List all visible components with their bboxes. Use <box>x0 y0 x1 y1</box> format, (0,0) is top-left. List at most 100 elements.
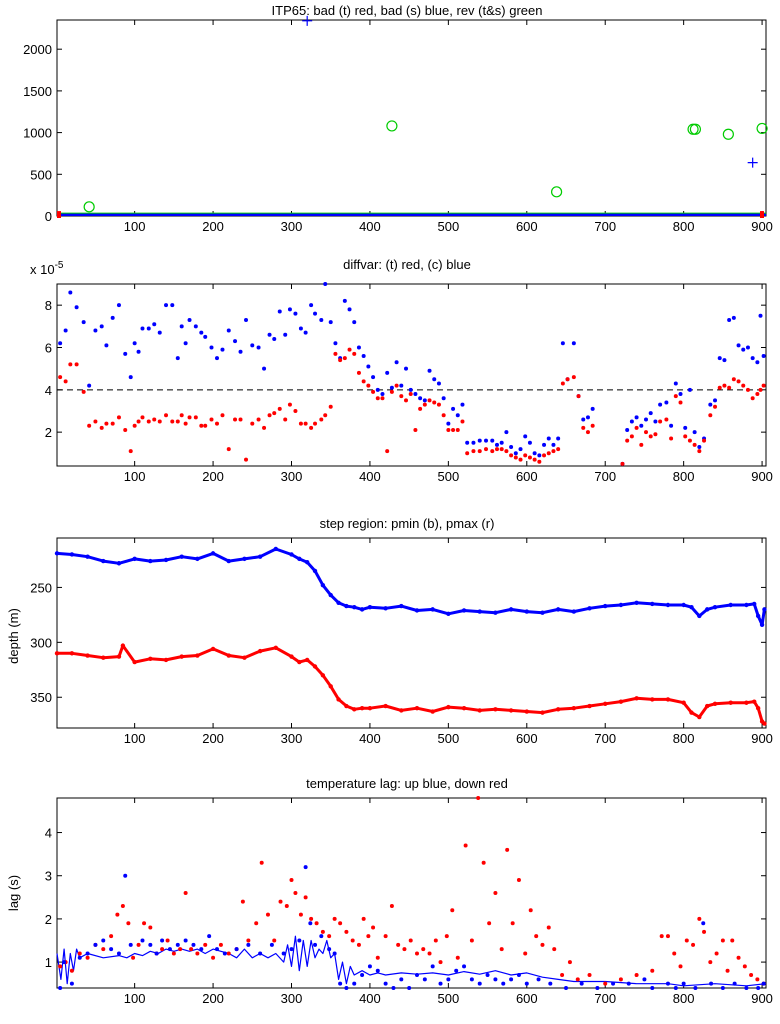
series-point-pmax <box>101 655 106 660</box>
x-tick-label: 800 <box>673 219 695 234</box>
point-c <box>418 396 423 401</box>
point-up <box>438 981 443 986</box>
point-t <box>152 417 157 422</box>
x-tick-label: 500 <box>438 991 460 1006</box>
point-c <box>644 417 649 422</box>
point-up <box>101 938 106 943</box>
x-tick-label: 700 <box>594 991 616 1006</box>
point-t <box>465 451 470 456</box>
point-c <box>708 402 713 407</box>
point-t <box>418 406 423 411</box>
series-point-pmin <box>132 556 137 562</box>
series-point-pmin <box>603 603 608 609</box>
y-tick-label: 4 <box>45 383 52 398</box>
point-c <box>713 398 718 403</box>
point-t <box>585 430 590 435</box>
point-c <box>581 417 586 422</box>
point-down <box>450 908 455 913</box>
baseline-band <box>57 213 766 216</box>
series-point-pmax <box>704 703 710 709</box>
series-point-pmin <box>430 607 435 612</box>
point-c <box>342 298 347 303</box>
point-down <box>720 938 725 943</box>
series-point-pmax <box>257 648 263 654</box>
point-down <box>505 847 510 852</box>
series-point-pmax <box>524 709 529 714</box>
point-up <box>391 986 396 990</box>
point-c <box>404 366 409 371</box>
point-c <box>490 438 495 443</box>
point-c <box>352 320 357 325</box>
point-down <box>332 916 337 921</box>
point-down <box>487 921 492 926</box>
series-point-pmax <box>210 646 216 652</box>
point-c <box>175 356 180 361</box>
point-up <box>175 942 180 947</box>
point-down <box>499 947 504 952</box>
scale-factor-exponent: -5 <box>55 260 64 271</box>
series-point-pmin <box>524 609 529 614</box>
series-point-pmin <box>712 604 718 610</box>
point-up <box>327 947 332 952</box>
point-c <box>692 430 697 435</box>
panel-title-bad-values: ITP65: bad (t) red, bad (s) blue, rev (t… <box>272 3 543 18</box>
point-t <box>385 449 390 454</box>
baseline-bad-t-mark <box>760 211 764 218</box>
point-up <box>214 947 219 952</box>
point-c <box>639 423 644 428</box>
marks-group <box>57 282 766 466</box>
point-t <box>99 425 104 430</box>
point-c <box>272 337 277 342</box>
point-up <box>167 947 172 952</box>
panel-step-region: step region: pmin (b), pmax (r) depth (m… <box>6 516 773 746</box>
point-down <box>148 925 153 930</box>
point-down <box>510 921 515 926</box>
x-tick-label: 200 <box>202 219 224 234</box>
point-t <box>356 370 361 375</box>
x-tick-label: 900 <box>751 469 773 484</box>
series-point-pmax <box>508 708 514 713</box>
series-point-pmax <box>297 659 302 665</box>
baseline-bad-t-mark <box>57 211 61 218</box>
point-up <box>352 981 357 986</box>
x-tick-label: 900 <box>751 991 773 1006</box>
point-t <box>692 442 697 447</box>
point-down <box>396 942 401 947</box>
series-point-pmax <box>603 701 608 707</box>
x-tick-label: 600 <box>516 469 538 484</box>
point-c <box>727 317 732 322</box>
point-t <box>565 377 570 382</box>
series-point-pmax <box>634 696 639 701</box>
point-t <box>687 438 692 443</box>
series-point-pmax <box>120 643 126 648</box>
x-tick-label: 300 <box>281 469 303 484</box>
series-point-pmax <box>697 714 702 720</box>
point-down <box>560 973 565 978</box>
point-down <box>528 908 533 913</box>
panel-title-step-region: step region: pmin (b), pmax (r) <box>320 516 495 531</box>
point-t <box>708 413 713 418</box>
point-down <box>338 921 343 926</box>
series-point-pmax <box>650 697 655 702</box>
point-t <box>277 406 282 411</box>
point-t <box>625 438 630 443</box>
point-t <box>560 381 565 386</box>
point-down <box>131 955 136 960</box>
point-t <box>267 413 272 418</box>
point-c <box>678 392 683 397</box>
series-point-pmin <box>493 610 498 615</box>
point-down <box>587 973 592 978</box>
point-t <box>523 453 528 458</box>
point-c <box>560 341 565 346</box>
point-t <box>298 421 303 426</box>
point-t <box>262 425 267 430</box>
point-down <box>142 921 147 926</box>
point-t <box>136 419 141 424</box>
point-up <box>626 981 631 986</box>
point-down <box>366 934 371 939</box>
point-t <box>132 423 137 428</box>
point-c <box>653 419 658 424</box>
point-c <box>494 442 499 447</box>
series-point-pmin <box>54 551 60 556</box>
point-down <box>344 929 349 934</box>
